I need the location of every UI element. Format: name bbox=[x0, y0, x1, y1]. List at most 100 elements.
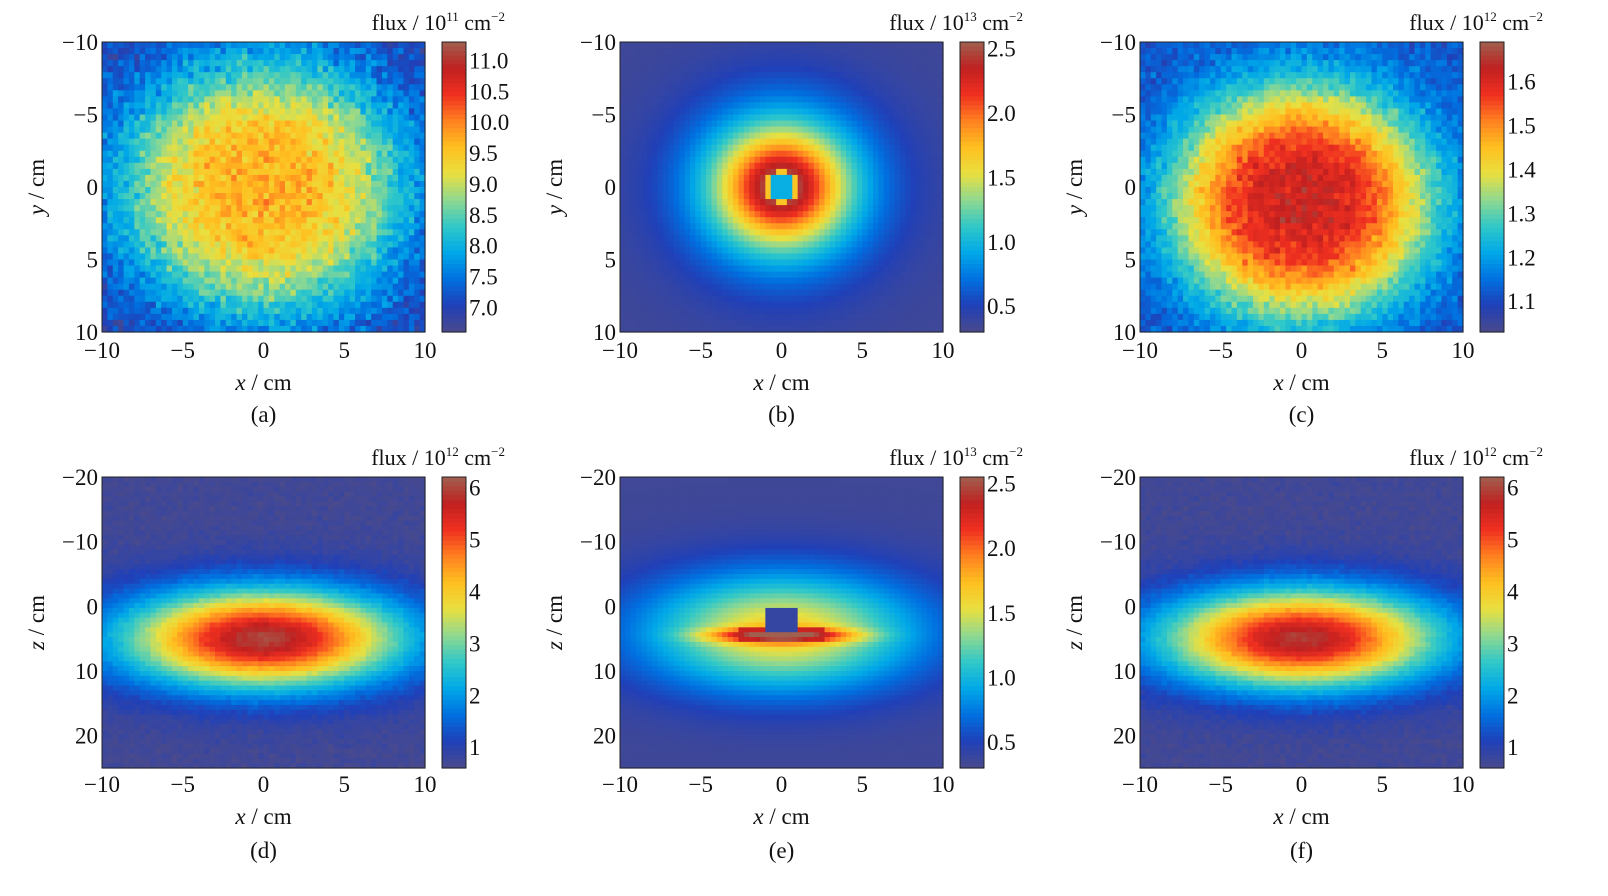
heatmap-cell bbox=[926, 187, 933, 194]
heatmap-cell bbox=[403, 48, 410, 55]
heatmap-cell bbox=[301, 271, 308, 279]
heatmap-cell bbox=[365, 289, 372, 297]
heatmap-cell bbox=[776, 90, 783, 97]
heatmap-cell bbox=[652, 108, 659, 116]
heatmap-cell bbox=[220, 289, 227, 297]
heatmap-cell bbox=[679, 150, 686, 158]
heatmap-cell bbox=[123, 66, 130, 73]
colorbar-step bbox=[442, 168, 466, 175]
heatmap-cell bbox=[123, 90, 130, 97]
heatmap-cell bbox=[625, 84, 632, 91]
heatmap-cell bbox=[268, 48, 275, 55]
heatmap-cell bbox=[398, 66, 405, 73]
heatmap-cell bbox=[333, 187, 340, 194]
heatmap-cell bbox=[387, 168, 394, 176]
colorbar-units-label: flux / 1011 cm−2 bbox=[372, 9, 505, 35]
heatmap-cell bbox=[408, 132, 415, 140]
heatmap-cell bbox=[231, 259, 238, 267]
heatmap-cell bbox=[215, 241, 222, 249]
heatmap-cell bbox=[883, 66, 890, 73]
heatmap-cell bbox=[803, 150, 810, 158]
heatmap-cell bbox=[786, 84, 793, 91]
heatmap-cell bbox=[134, 114, 141, 122]
heatmap-cell bbox=[759, 84, 766, 91]
heatmap-cell bbox=[679, 48, 686, 55]
heatmap-cell bbox=[365, 102, 372, 110]
heatmap-cell bbox=[198, 193, 205, 200]
heatmap-cell bbox=[835, 126, 842, 134]
heatmap-cell bbox=[344, 199, 351, 206]
heatmap-cell bbox=[754, 84, 761, 91]
heatmap-cell bbox=[171, 283, 178, 291]
heatmap-cell bbox=[279, 325, 286, 333]
heatmap-cell bbox=[846, 120, 853, 128]
heatmap-cell bbox=[209, 48, 216, 55]
heatmap-cell bbox=[419, 187, 426, 194]
heatmap-cell bbox=[102, 313, 108, 321]
heatmap-cell bbox=[107, 144, 114, 152]
heatmap-cell bbox=[684, 138, 691, 146]
heatmap-cell bbox=[285, 144, 292, 152]
heatmap-cell bbox=[311, 307, 318, 315]
heatmap-cell bbox=[263, 42, 270, 49]
heatmap-cell bbox=[749, 48, 756, 55]
heatmap-cell bbox=[150, 295, 157, 303]
heatmap-cell bbox=[711, 96, 718, 104]
heatmap-cell bbox=[781, 66, 788, 73]
heatmap-cell bbox=[824, 229, 831, 236]
heatmap-cell bbox=[695, 144, 702, 152]
heatmap-cell bbox=[279, 253, 286, 261]
heatmap-cell bbox=[376, 313, 383, 321]
heatmap-cell bbox=[398, 253, 405, 261]
heatmap-cell bbox=[268, 72, 275, 79]
heatmap-cell bbox=[328, 253, 335, 261]
heatmap-cell bbox=[145, 199, 152, 206]
heatmap-cell bbox=[867, 150, 874, 158]
heatmap-cell bbox=[225, 283, 232, 291]
heatmap-cell bbox=[679, 120, 686, 128]
heatmap-cell bbox=[102, 66, 108, 73]
heatmap-cell bbox=[878, 132, 885, 140]
colorbar-step bbox=[442, 227, 466, 233]
heatmap-cell bbox=[360, 277, 367, 285]
heatmap-cell bbox=[193, 168, 200, 176]
heatmap-cell bbox=[716, 180, 723, 188]
heatmap-cell bbox=[652, 156, 659, 164]
heatmap-cell bbox=[657, 174, 664, 182]
heatmap-cell bbox=[786, 108, 793, 116]
heatmap-cell bbox=[274, 108, 281, 116]
heatmap-cell bbox=[333, 205, 340, 212]
heatmap-cell bbox=[360, 60, 367, 67]
heatmap-cell bbox=[247, 144, 254, 152]
heatmap-cell bbox=[193, 78, 200, 85]
heatmap-cell bbox=[743, 217, 750, 224]
heatmap-cell bbox=[220, 193, 227, 200]
heatmap-cell bbox=[349, 187, 356, 194]
heatmap-cell bbox=[204, 138, 211, 146]
heatmap-cell bbox=[646, 60, 653, 67]
heatmap-cell bbox=[371, 60, 378, 67]
heatmap-cell bbox=[867, 217, 874, 224]
heatmap-cell bbox=[776, 54, 783, 61]
heatmap-cell bbox=[241, 187, 248, 194]
heatmap-cell bbox=[851, 144, 858, 152]
heatmap-cell bbox=[776, 150, 783, 158]
heatmap-cell bbox=[279, 126, 286, 134]
heatmap-cell bbox=[899, 199, 906, 206]
heatmap-cell bbox=[781, 199, 788, 206]
heatmap-cell bbox=[177, 325, 184, 333]
heatmap-cell bbox=[182, 193, 189, 200]
heatmap-cell bbox=[727, 120, 734, 128]
heatmap-cell bbox=[198, 162, 205, 170]
heatmap-cell bbox=[905, 120, 912, 128]
heatmap-cell bbox=[166, 211, 173, 218]
heatmap-cell bbox=[107, 156, 114, 164]
heatmap-cell bbox=[252, 108, 259, 116]
heatmap-cell bbox=[689, 187, 696, 194]
heatmap-cell bbox=[803, 78, 810, 85]
heatmap-cell bbox=[333, 289, 340, 297]
heatmap-cell bbox=[706, 78, 713, 85]
heatmap-cell bbox=[161, 253, 168, 261]
heatmap-cell bbox=[102, 319, 108, 327]
heatmap-cell bbox=[338, 42, 345, 49]
